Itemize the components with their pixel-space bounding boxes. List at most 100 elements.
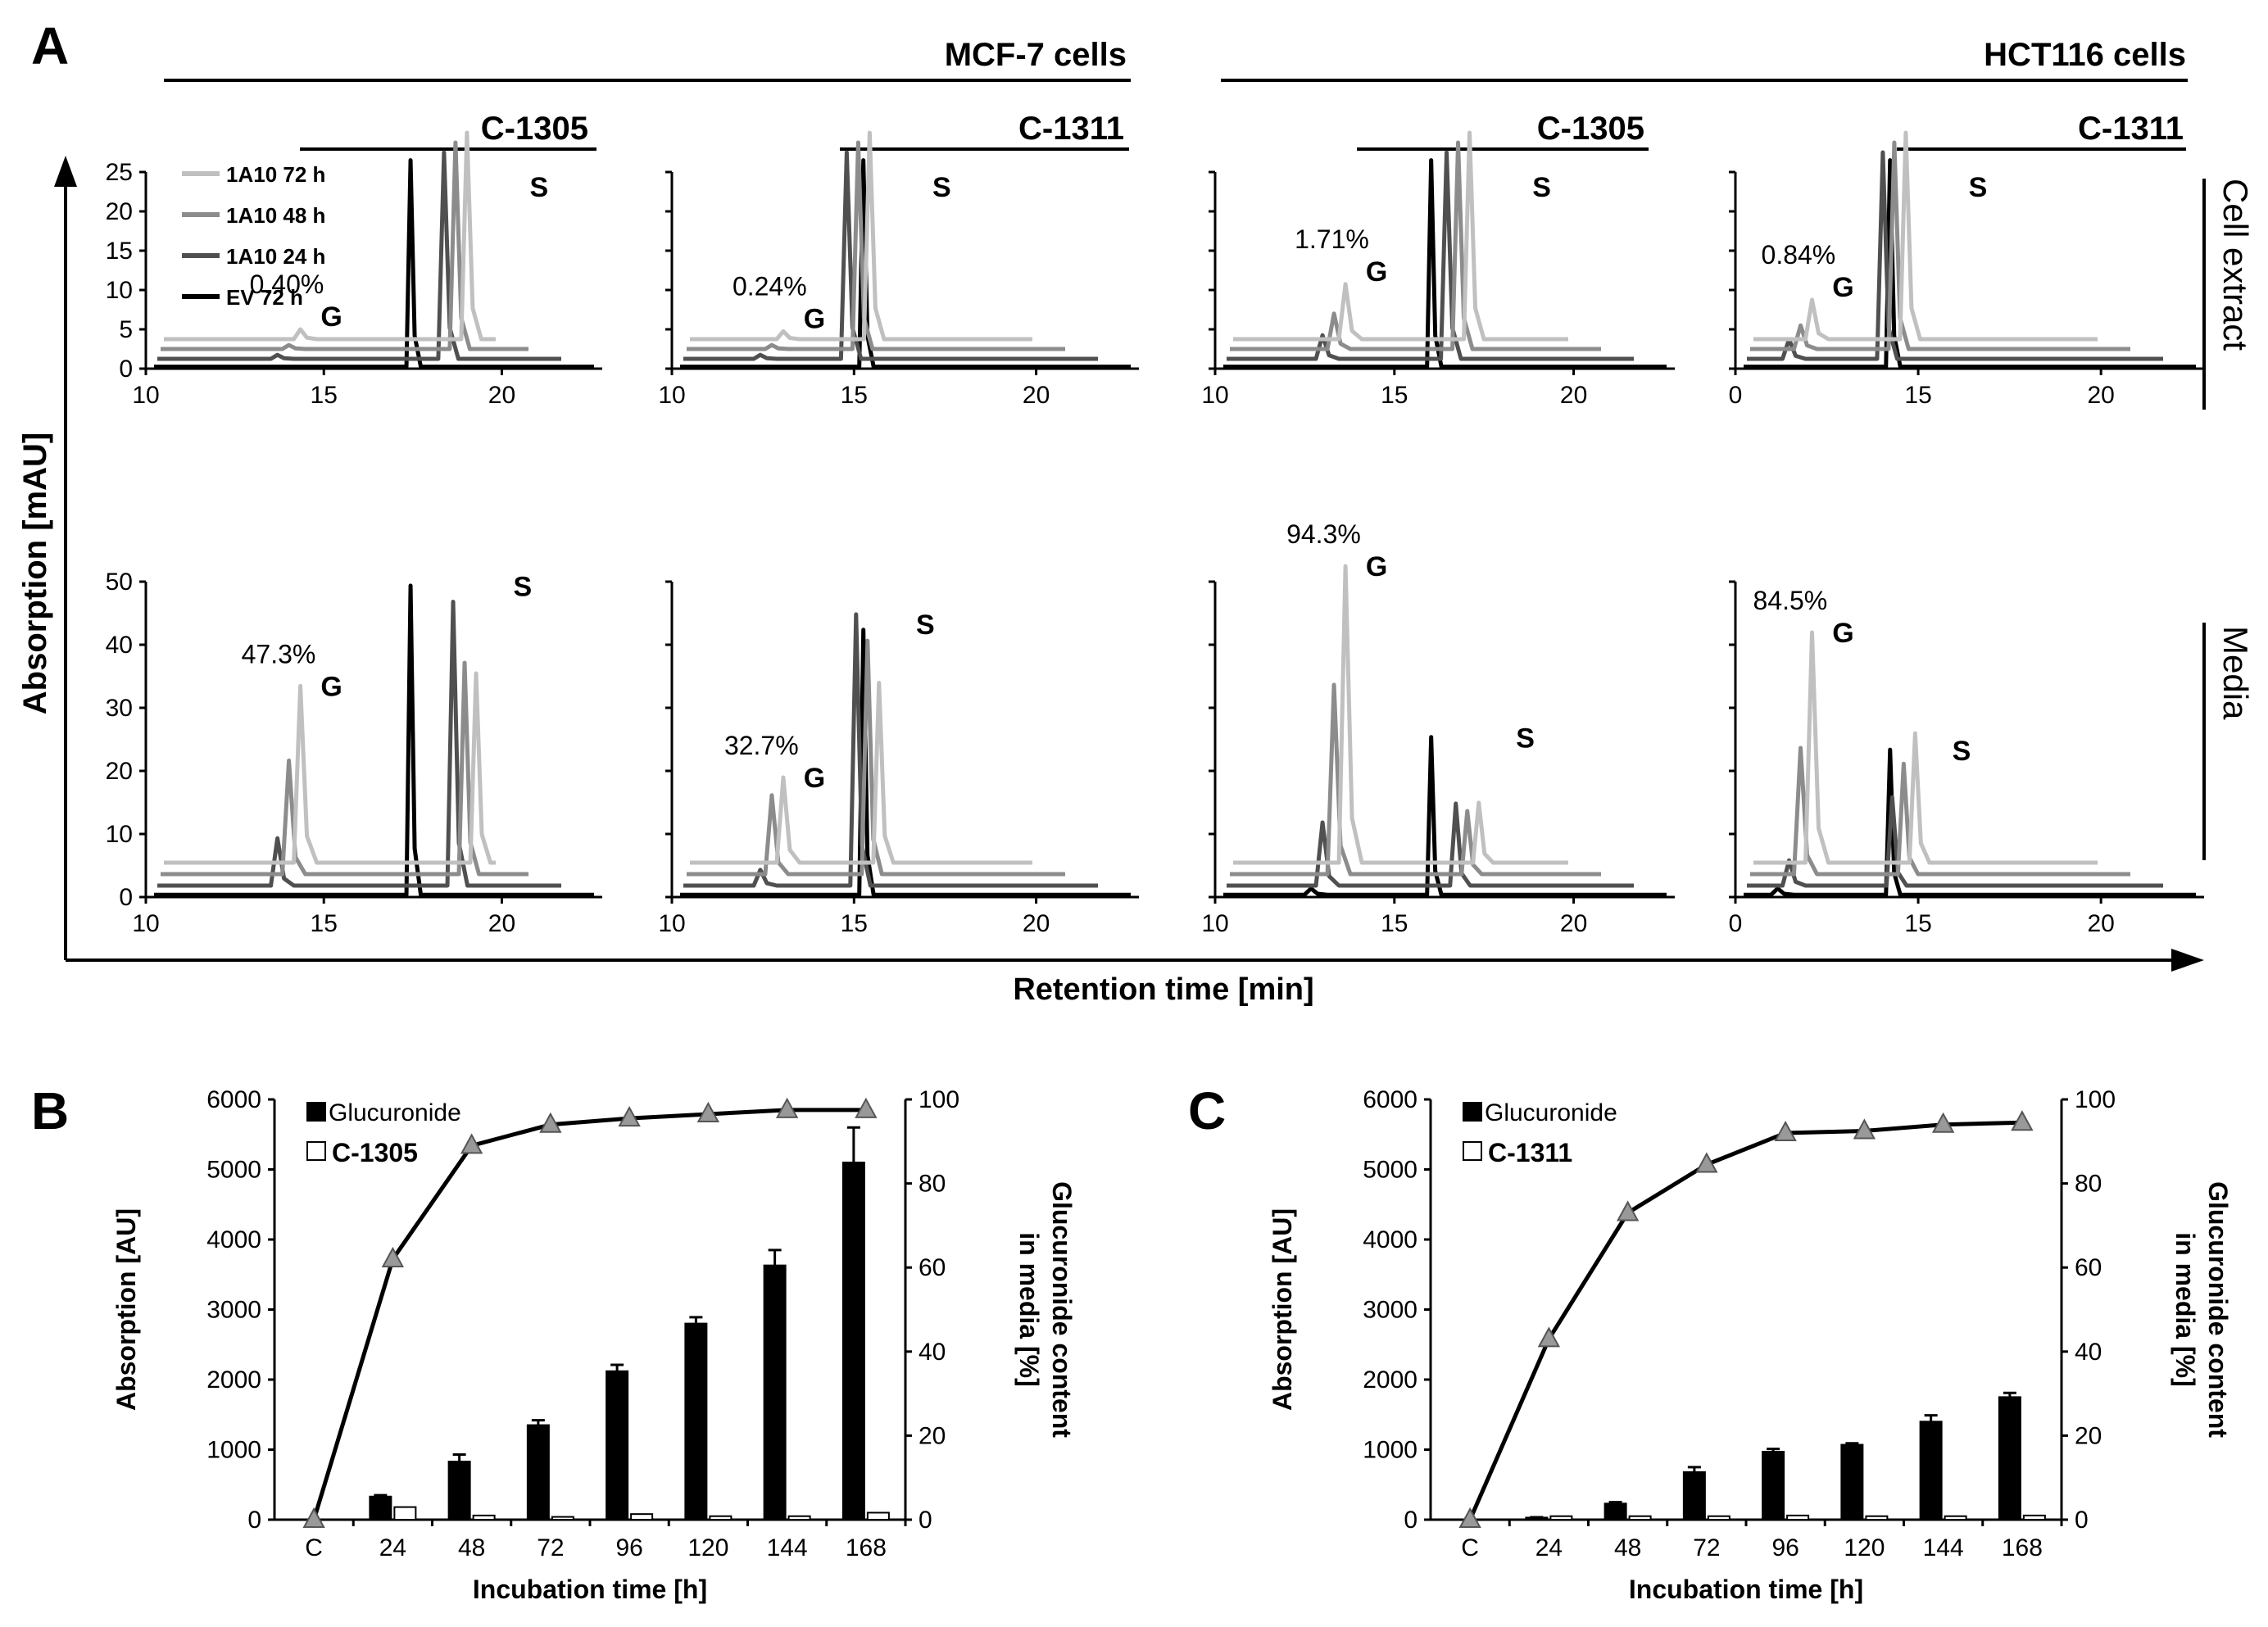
y2-axis-label-line1: Glucuronide content: [1047, 1181, 1077, 1438]
line-point-triangle: [775, 1097, 799, 1118]
line-point-triangle: [302, 1507, 325, 1528]
peak-label-s: S: [1532, 172, 1551, 203]
peak-label-s: S: [916, 610, 935, 641]
trace-1a10-72h: [1233, 564, 1568, 865]
y-tick-label: 30: [106, 695, 133, 722]
panel-letter-b: B: [31, 1081, 69, 1140]
trace-1a10-72h: [690, 130, 1032, 342]
line-point-triangle: [618, 1105, 641, 1127]
y-tick-label: 1000: [206, 1437, 261, 1464]
line-point-triangle: [1931, 1112, 1955, 1133]
compound-label-3: C-1305: [1537, 111, 1644, 147]
bar-parent-compound: [1944, 1515, 1967, 1520]
chromatogram-cell-extract-3: 10 15 20 G1.71% S: [1201, 130, 1675, 409]
peak-label-g: G: [804, 303, 825, 334]
x-tick-label: 120: [1844, 1534, 1885, 1561]
peak-label-s: S: [932, 172, 951, 203]
y-tick-label: 10: [106, 821, 133, 848]
y2-axis-label-line2: in media [%]: [1014, 1232, 1044, 1386]
bar-parent-compound: [1628, 1515, 1652, 1520]
y-tick-label: 40: [106, 632, 133, 659]
y-tick-label: 10: [106, 277, 133, 304]
peak-label-s: S: [1953, 736, 1971, 767]
bar-parent-compound: [1786, 1514, 1810, 1520]
x-tick-label: 15: [1904, 910, 1931, 937]
x-tick-label: 20: [1560, 910, 1587, 937]
bar-parent-compound: [1865, 1515, 1889, 1520]
x-tick-label: 20: [488, 910, 515, 937]
y2-tick-label: 80: [919, 1171, 946, 1198]
x-tick-label: 24: [1535, 1534, 1563, 1561]
x-tick-label: 15: [311, 382, 338, 409]
line-point-triangle: [696, 1101, 720, 1122]
y-tick-label: 2000: [206, 1366, 261, 1394]
y-tick-label: 3000: [1363, 1297, 1418, 1324]
y2-tick-label: 100: [2075, 1086, 2116, 1113]
x-axis-label: Incubation time [h]: [1629, 1575, 1863, 1604]
legend-label-glucuronide: Glucuronide: [329, 1099, 461, 1126]
legend-label-1a10-48h: 1A10 48 h: [226, 203, 325, 228]
trace-1a10-72h: [690, 681, 1032, 865]
x-tick-label: 10: [1201, 910, 1228, 937]
bar-glucuronide: [1998, 1396, 2021, 1520]
bar-parent-compound: [551, 1516, 574, 1520]
trace-ev-72h: [154, 158, 594, 369]
trace-1a10-72h: [1233, 130, 1568, 342]
trace-1a10-24h: [157, 150, 561, 361]
chromatogram-media-3: 10 15 20 G94.3% S: [1201, 519, 1675, 937]
trace-1a10-72h: [164, 671, 496, 865]
trace-1a10-24h: [1227, 801, 1634, 888]
y-axis-label: Absorption [AU]: [1268, 1208, 1297, 1411]
y-tick-label: 25: [106, 159, 133, 186]
peak-label-g: G: [1832, 272, 1853, 303]
x-tick-label: 48: [458, 1534, 485, 1561]
line-point-triangle: [2011, 1110, 2034, 1131]
x-tick-label: 144: [1923, 1534, 1964, 1561]
x-tick-label: 10: [658, 910, 685, 937]
y2-tick-label: 60: [2075, 1254, 2102, 1281]
glucuronide-content-line: [311, 1108, 866, 1520]
x-tick-label: 96: [615, 1534, 642, 1561]
y-axis-label: Absorption [AU]: [111, 1208, 141, 1411]
chromatogram-cell-extract-4: 0 15 20 G0.84% S: [1729, 130, 2204, 409]
legend-label-1a10-72h: 1A10 72 h: [226, 162, 325, 187]
y2-tick-label: 0: [2075, 1507, 2089, 1534]
peak-label-s: S: [1969, 172, 1988, 203]
y-tick-label: 0: [119, 884, 133, 911]
x-tick-label: 15: [1904, 382, 1931, 409]
bar-parent-compound: [630, 1513, 654, 1521]
y-tick-label: 0: [1404, 1507, 1418, 1534]
bar-glucuronide: [447, 1461, 471, 1521]
line-point-triangle: [1537, 1326, 1561, 1348]
x-tick-label: 20: [2087, 382, 2114, 409]
bar-glucuronide: [1603, 1502, 1627, 1520]
y-tick-label: 5000: [206, 1157, 261, 1184]
chromatogram-cell-extract-1: 0 5 10 15 20 25 10 15 20 G0.40% S: [106, 130, 602, 409]
y2-tick-label: 20: [2075, 1422, 2102, 1449]
x-tick-label: 10: [132, 382, 159, 409]
bar-glucuronide: [1762, 1451, 1785, 1520]
y-tick-label: 6000: [1363, 1086, 1418, 1113]
x-tick-label: 10: [658, 382, 685, 409]
bar-glucuronide: [1682, 1471, 1706, 1520]
y-tick-label: 4000: [206, 1226, 261, 1253]
compound-label-2: C-1311: [1018, 111, 1124, 147]
line-point-triangle: [381, 1246, 405, 1267]
panel-a-xlabel: Retention time [min]: [1013, 972, 1313, 1007]
x-tick-label: 15: [841, 382, 868, 409]
line-point-triangle: [539, 1112, 562, 1133]
x-tick-label: C: [1461, 1534, 1479, 1561]
trace-1a10-48h: [1750, 746, 2130, 877]
line-point-triangle: [1616, 1200, 1640, 1221]
line-point-triangle: [1853, 1118, 1876, 1140]
percent-label: 1.71%: [1295, 224, 1369, 254]
y2-axis-label-line2: in media [%]: [2170, 1232, 2200, 1386]
y-tick-label: 4000: [1363, 1226, 1418, 1253]
y2-tick-label: 100: [919, 1086, 959, 1113]
trace-1a10-24h: [157, 600, 561, 888]
bar-chart-c: 0 1000 2000 3000 4000 5000 6000 0 20 40 60 80 100 C 24…: [1268, 1086, 2233, 1604]
bar-parent-compound: [866, 1511, 890, 1520]
x-tick-label: C: [305, 1534, 323, 1561]
